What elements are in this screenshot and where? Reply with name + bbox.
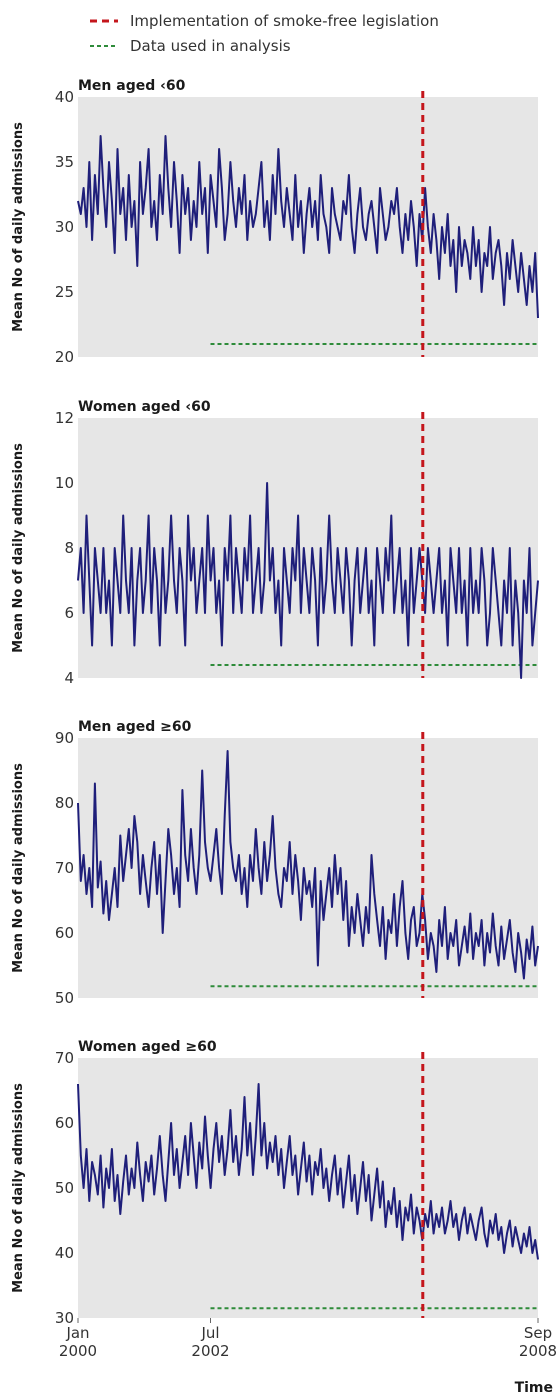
legend-analysis-label: Data used in analysis (130, 37, 291, 55)
y-tick-label: 60 (55, 1114, 74, 1132)
y-tick-label: 40 (55, 88, 74, 106)
y-tick-label: 90 (55, 729, 74, 747)
legend-intervention-label: Implementation of smoke-free legislation (130, 12, 439, 30)
x-tick-label-month: Sep (524, 1324, 552, 1342)
plot-area (78, 97, 538, 357)
x-tick-label-year: 2008 (519, 1342, 557, 1360)
y-tick-label: 70 (55, 859, 74, 877)
y-tick-label: 12 (55, 409, 74, 427)
legend: Implementation of smoke-free legislation… (90, 12, 439, 55)
y-tick-label: 25 (55, 283, 74, 301)
plot-area (78, 1058, 538, 1318)
y-tick-label: 8 (64, 539, 74, 557)
y-tick-label: 4 (64, 669, 74, 687)
admissions-series-line (77, 1083, 539, 1260)
x-tick-label-month: Jan (65, 1324, 89, 1342)
panel-title: Women aged ≥60 (78, 1039, 217, 1055)
panel-title: Men aged ‹60 (78, 78, 186, 94)
panel-1: Men aged ‹60 Mean No of daily admissions 2… (11, 78, 539, 366)
panel-3: Men aged ≥60 Mean No of daily admissions 5… (11, 719, 539, 1007)
admissions-series-line (77, 750, 539, 980)
y-tick-label: 10 (55, 474, 74, 492)
panel-title: Men aged ≥60 (78, 719, 192, 735)
x-tick-label-month: Jul (200, 1324, 219, 1342)
y-tick-label: 30 (55, 1309, 74, 1327)
y-tick-label: 40 (55, 1244, 74, 1262)
panel-4: Women aged ≥60 Mean No of daily admission… (11, 1039, 539, 1327)
y-tick-label: 60 (55, 924, 74, 942)
y-axis-label: Mean No of daily admissions (11, 443, 26, 653)
panel-title: Women aged ‹60 (78, 399, 211, 415)
y-tick-label: 6 (64, 604, 74, 622)
y-tick-label: 50 (55, 1179, 74, 1197)
y-axis-label: Mean No of daily admissions (11, 1083, 26, 1293)
y-tick-label: 30 (55, 218, 74, 236)
x-tick-label-year: 2000 (59, 1342, 97, 1360)
y-tick-label: 50 (55, 989, 74, 1007)
y-axis-label: Mean No of daily admissions (11, 122, 26, 332)
panel-2: Women aged ‹60 Mean No of daily admission… (11, 399, 539, 687)
admissions-series-line (77, 482, 539, 679)
x-tick-label-year: 2002 (191, 1342, 229, 1360)
plot-area (78, 738, 538, 998)
y-tick-label: 80 (55, 794, 74, 812)
panels: Men aged ‹60 Mean No of daily admissions 2… (11, 78, 539, 1327)
y-tick-label: 70 (55, 1049, 74, 1067)
y-axis-label: Mean No of daily admissions (11, 763, 26, 973)
x-axis-title: Time (515, 1380, 553, 1396)
y-tick-label: 35 (55, 153, 74, 171)
admissions-series-line (77, 135, 539, 319)
y-tick-label: 20 (55, 348, 74, 366)
